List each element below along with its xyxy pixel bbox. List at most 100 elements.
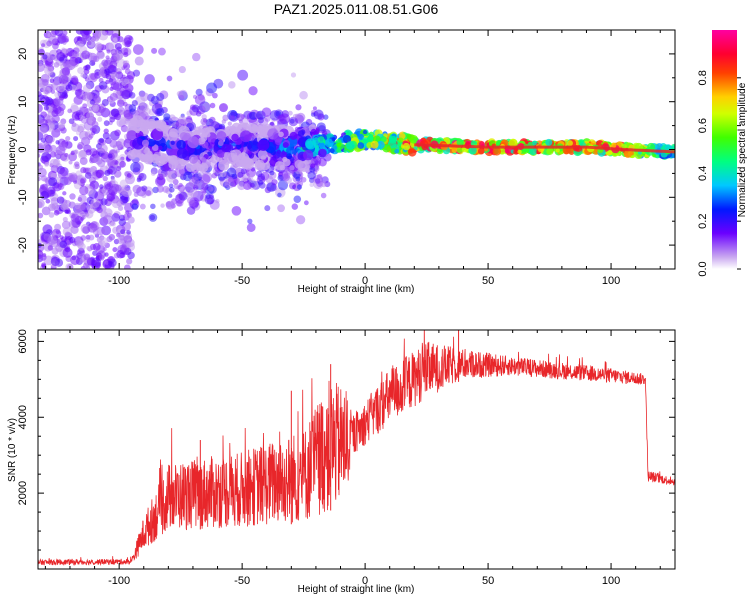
spectrogram-ridge-blob (380, 136, 387, 143)
spectrogram-noise-blob (113, 51, 123, 61)
spectrogram-noise-blob (111, 198, 122, 209)
spectrogram-noise-blob (59, 240, 68, 249)
spectrogram-noise-blob (101, 59, 109, 67)
spectrogram-noise-blob (116, 250, 125, 259)
spectrogram-noise-blob (178, 191, 188, 201)
spectrogram-noise-blob (116, 99, 125, 108)
spectrogram-noise-blob (38, 153, 41, 158)
spectrogram-noise-blob (104, 68, 111, 76)
spectrogram-noise-blob (116, 165, 122, 172)
spectrogram-noise-blob (294, 113, 300, 119)
spectrogram-noise-blob (291, 203, 299, 210)
spectrogram-ridge-blob (357, 142, 365, 149)
spectrogram-noise-blob (269, 121, 274, 126)
spectrogram-noise-blob (46, 115, 54, 123)
spectrogram-noise-blob (53, 209, 60, 216)
spectrogram-noise-blob (230, 115, 235, 120)
spectrogram-ridge-blob (278, 131, 284, 138)
spectrogram-ridge-blob (135, 128, 140, 134)
spectrogram-noise-blob (120, 244, 128, 251)
spectrogram-ridge-blob (621, 143, 627, 150)
spectrogram-noise-blob (248, 86, 258, 96)
spectrogram-ridge-blob (297, 130, 305, 137)
spectrogram-noise-blob (104, 208, 113, 217)
spectrogram-ridge-blob (456, 147, 463, 154)
spectrogram-noise-blob (109, 92, 118, 102)
spectrogram-noise-blob (67, 108, 72, 114)
spectrogram-noise-blob (224, 178, 235, 189)
spectrogram-ridge-blob (248, 123, 258, 134)
spectrogram-noise-blob (75, 239, 84, 248)
colorbar-tick-label: 0.4 (697, 166, 709, 181)
spectrogram-ridge-blob (143, 154, 150, 162)
spectrogram-noise-blob (250, 182, 255, 188)
spectrogram-noise-blob (126, 258, 133, 265)
spectrogram-noise-blob (113, 170, 122, 178)
spectrogram-noise-blob (74, 161, 80, 167)
spectrogram-ridge-line (414, 143, 675, 154)
spectrogram-noise-blob (41, 152, 51, 162)
spectrogram-noise-blob (173, 183, 180, 190)
spectrogram-ridge-blob (294, 159, 304, 169)
spectrogram-ridge-blob (407, 148, 413, 154)
spectrogram-noise-blob (98, 81, 108, 90)
spectrogram-noise-blob (58, 142, 68, 151)
spectrogram-x-tick-label: -100 (108, 275, 130, 287)
snr-panel: -100 -50 0 50 100 2000 4000 6000 Height of str… (7, 329, 676, 595)
spectrogram-noise-blob (46, 40, 53, 47)
spectrogram-noise-blob (290, 72, 297, 78)
spectrogram-noise-blob (90, 55, 98, 63)
spectrogram-ridge-blob (199, 162, 209, 173)
spectrogram-noise-blob (65, 263, 74, 269)
spectrogram-ridge-blob (286, 146, 295, 155)
spectrogram-noise-blob (56, 51, 66, 61)
spectrogram-noise-blob (209, 193, 214, 199)
spectrogram-ridge-blob (126, 130, 138, 142)
spectrogram-ridge-blob (168, 155, 179, 166)
spectrogram-ridge-blob (517, 149, 522, 154)
spectrogram-ridge-blob (282, 141, 289, 149)
spectrogram-noise-blob (86, 111, 94, 120)
spectrogram-noise-blob (62, 226, 73, 237)
spectrogram-noise-blob (115, 78, 121, 84)
spectrogram-noise-blob (126, 173, 132, 178)
spectrogram-noise-blob (107, 153, 113, 159)
spectrogram-noise-blob (188, 176, 200, 188)
spectrogram-ridge-blob (236, 143, 242, 150)
spectrogram-noise-blob (168, 193, 173, 198)
spectrogram-noise-blob (201, 114, 207, 120)
spectrogram-noise-blob (54, 223, 62, 231)
spectrogram-noise-blob (55, 229, 61, 234)
snr-y-ticks: 2000 4000 6000 (17, 329, 675, 570)
spectrogram-noise-blob (89, 127, 95, 132)
spectrogram-noise-blob (323, 114, 329, 120)
spectrogram-ridge-blob (302, 149, 314, 161)
spectrogram-noise-blob (42, 224, 53, 235)
spectrogram-noise-blob (121, 89, 131, 100)
spectrogram-ridge-blob (492, 147, 502, 156)
spectrogram-ridge-blob (508, 138, 518, 148)
spectrogram-noise-blob (89, 166, 96, 173)
spectrogram-noise-blob (98, 143, 108, 154)
spectrogram-noise-blob (91, 257, 102, 268)
spectrogram-noise-blob (313, 109, 324, 120)
spectrogram-ridge-blob (647, 142, 655, 151)
spectrogram-noise-blob (110, 71, 119, 80)
spectrogram-noise-blob (96, 50, 105, 59)
spectrogram-noise-blob (117, 235, 127, 245)
spectrogram-noise-blob (259, 182, 266, 189)
spectrogram-ridge-blob (128, 120, 138, 130)
spectrogram-ridge-blob (143, 128, 150, 135)
snr-x-tick-label: 50 (482, 575, 494, 587)
spectrogram-ridge-blob (406, 133, 412, 139)
spectrogram-noise-blob (162, 185, 170, 193)
spectrogram-noise-blob (166, 172, 177, 183)
spectrogram-noise-blob (166, 75, 173, 82)
spectrogram-ridge-blob (555, 148, 560, 153)
spectrogram-noise-blob (316, 174, 323, 180)
spectrogram-noise-blob (93, 224, 99, 231)
spectrogram-noise-blob (105, 73, 112, 80)
spectrogram-ridge-blob (136, 152, 142, 158)
spectrogram-ridge-blob (346, 141, 355, 150)
spectrogram-noise-blob (105, 55, 110, 60)
